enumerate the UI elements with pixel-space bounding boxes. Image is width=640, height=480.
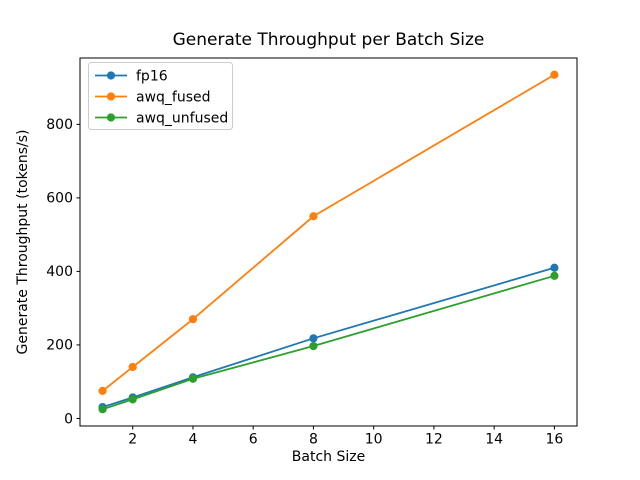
data-point-awq_unfused-4	[188, 374, 198, 383]
y-tick-label: 0	[64, 411, 73, 427]
legend-label: awq_fused	[136, 89, 211, 105]
data-point-fp16-16	[550, 263, 559, 272]
y-tick-label: 800	[46, 117, 73, 133]
legend: fp16 awq_fused awq_unfused	[88, 62, 233, 130]
x-axis-label: Batch Size	[292, 449, 365, 465]
data-point-fp16-8	[309, 334, 318, 343]
data-point-awq_fused-1	[98, 386, 107, 395]
x-tick-label: 16	[545, 432, 563, 448]
y-tick-label: 200	[46, 338, 73, 354]
x-tick-label: 4	[188, 432, 197, 448]
axes-spines	[79, 57, 578, 427]
x-tick-label: 10	[365, 432, 383, 448]
y-axis: 0 200 400 600 800	[46, 117, 80, 427]
x-tick-label: 2	[128, 432, 137, 448]
y-tick-label: 400	[46, 264, 73, 280]
series-markers-awq_fused	[98, 70, 559, 395]
legend-label: awq_unfused	[136, 110, 228, 126]
data-point-awq_fused-8	[309, 212, 318, 221]
legend-entry-fp16: fp16	[95, 68, 168, 84]
x-tick-label: 8	[309, 432, 318, 448]
x-tick-label: 14	[485, 432, 503, 448]
legend-marker-icon	[106, 92, 116, 101]
data-point-awq_fused-16	[550, 70, 559, 79]
data-point-awq_unfused-2	[128, 395, 137, 404]
legend-entry-awq_fused: awq_fused	[95, 89, 211, 105]
legend-box	[88, 62, 233, 130]
data-point-awq_fused-2	[128, 362, 137, 372]
y-tick-label: 600	[46, 191, 73, 207]
data-point-awq_unfused-8	[309, 341, 318, 351]
legend-marker-icon	[106, 71, 116, 80]
legend-marker-icon	[106, 113, 116, 122]
legend-label: fp16	[136, 68, 168, 84]
y-axis-label: Generate Throughput (tokens/s)	[15, 130, 31, 355]
data-point-awq_fused-4	[188, 315, 198, 324]
chart-title: Generate Throughput per Batch Size	[173, 30, 485, 50]
x-tick-label: 12	[425, 432, 443, 448]
data-point-awq_unfused-16	[550, 271, 559, 280]
legend-entry-awq_unfused: awq_unfused	[95, 110, 228, 126]
x-axis: 2 4 6 8 10 12 14 16	[128, 426, 563, 448]
data-point-awq_unfused-1	[98, 405, 107, 414]
series-markers-awq_unfused	[98, 271, 559, 414]
x-tick-label: 6	[249, 432, 258, 448]
